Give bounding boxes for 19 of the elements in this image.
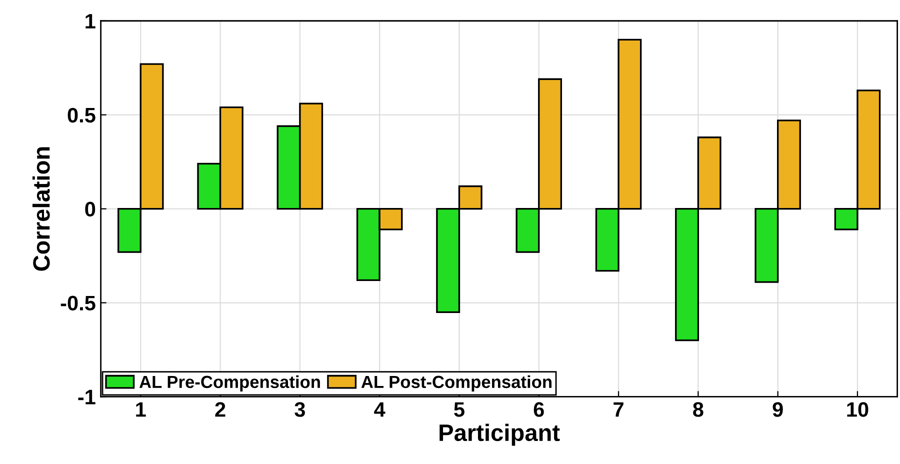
legend-label: AL Pre-Compensation bbox=[139, 375, 320, 392]
y-tick-label: 0 bbox=[85, 202, 96, 217]
x-tick-label: 3 bbox=[294, 402, 305, 417]
x-tick-label: 10 bbox=[847, 402, 868, 417]
x-tick-label: 6 bbox=[534, 402, 544, 417]
y-axis-title: Correlation bbox=[32, 147, 50, 271]
x-tick-label: 2 bbox=[215, 402, 226, 417]
legend-label: AL Post-Compensation bbox=[361, 375, 552, 392]
x-tick-label: 4 bbox=[374, 402, 386, 417]
x-tick-label: 7 bbox=[614, 402, 624, 417]
y-tick-label: 1 bbox=[86, 14, 96, 28]
x-tick-label: 5 bbox=[454, 402, 464, 417]
x-axis-title: Participant bbox=[440, 424, 560, 446]
x-tick-label: 9 bbox=[772, 402, 783, 417]
y-tick-label: 0.5 bbox=[68, 108, 96, 123]
y-tick-label: -0.5 bbox=[60, 296, 96, 311]
x-tick-label: 8 bbox=[693, 402, 704, 417]
y-tick-label: -1 bbox=[78, 390, 96, 404]
x-tick-label: 1 bbox=[136, 402, 146, 417]
